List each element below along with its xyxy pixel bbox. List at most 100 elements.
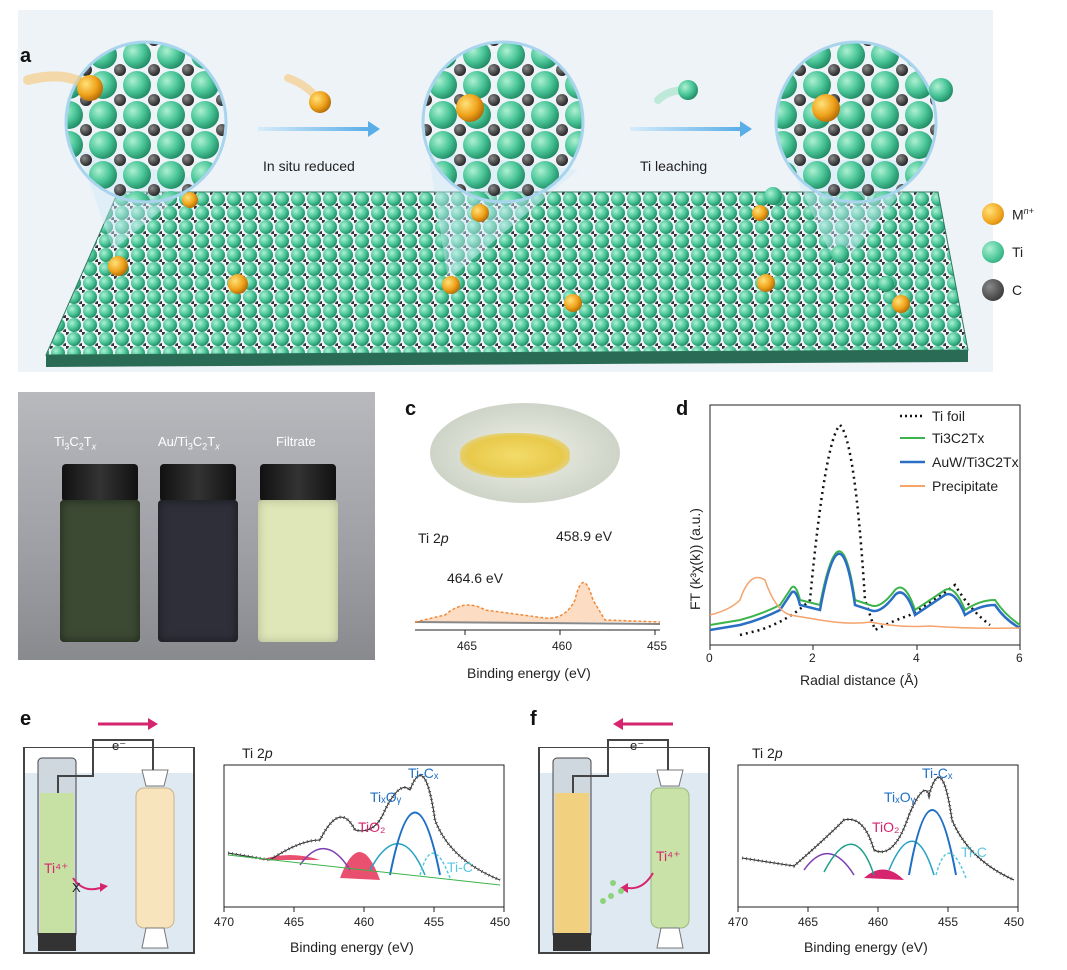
panel-a-illustration bbox=[23, 40, 969, 367]
f-label-ticx: Ti-Cₓ bbox=[922, 765, 953, 781]
panel-f-label: f bbox=[530, 708, 537, 730]
d-xtick-2: 2 bbox=[809, 651, 816, 665]
e-electron-label: e⁻ bbox=[112, 738, 127, 753]
arrow-step1 bbox=[258, 121, 380, 137]
f-wire bbox=[572, 739, 669, 793]
vial-3-cap bbox=[260, 464, 336, 502]
e-peak-ticx bbox=[389, 811, 441, 876]
vial-3-body bbox=[258, 500, 338, 642]
metal-ion-icon bbox=[982, 203, 1004, 225]
legend-sup-metal: n+ bbox=[1023, 205, 1034, 216]
panel-f-schematic bbox=[538, 718, 710, 954]
metal-ion bbox=[77, 75, 103, 101]
e-label-tic: Ti-C bbox=[447, 859, 473, 875]
f-label-tio2: TiO₂ bbox=[872, 819, 899, 835]
f-xtick-470: 470 bbox=[728, 915, 748, 929]
vial-3-label: Filtrate bbox=[276, 434, 316, 449]
zoom-circle-3 bbox=[776, 42, 936, 202]
c-xlabel: Binding energy (eV) bbox=[467, 665, 591, 681]
legend-item-c: C bbox=[982, 276, 1022, 304]
step1-label: In situ reduced bbox=[263, 158, 355, 174]
vial-2-label: Au/Ti3C2Tx bbox=[158, 434, 220, 452]
c-fit-fill bbox=[415, 582, 660, 622]
panel-c-label: c bbox=[405, 398, 417, 420]
d-legend: Ti foil Ti3C2Tx AuW/Ti3C2Tx Precipitate bbox=[900, 408, 1019, 494]
f-chart-title: Ti 2p bbox=[752, 745, 783, 761]
e-label-tixoy: TiₓOᵧ bbox=[370, 789, 402, 805]
e-xtick-460: 460 bbox=[354, 915, 374, 929]
vial-2 bbox=[158, 464, 238, 642]
f-peak-tixoy bbox=[888, 840, 935, 876]
d-xtick-4: 4 bbox=[913, 651, 920, 665]
d-series-ti3c2tx bbox=[709, 550, 1021, 626]
e-xtick-470: 470 bbox=[214, 915, 234, 929]
panel-e-label: e bbox=[20, 708, 32, 730]
ti-atom-icon bbox=[982, 241, 1004, 263]
e-xtick-465: 465 bbox=[284, 915, 304, 929]
vial-1 bbox=[60, 464, 140, 642]
panel-c-title: Ti 2p bbox=[418, 530, 449, 546]
panel-c-plot bbox=[414, 581, 661, 635]
arrow-step2 bbox=[630, 121, 752, 137]
e-data-dots bbox=[227, 774, 501, 882]
precipitate-powder bbox=[460, 433, 570, 478]
d-xtick-0: 0 bbox=[706, 651, 713, 665]
zoom-circle-1 bbox=[66, 42, 226, 202]
e-peak-tic bbox=[419, 852, 451, 879]
e-peak-tixoy bbox=[369, 843, 426, 876]
d-xtick-6: 6 bbox=[1016, 651, 1023, 665]
panel-e-chart: 470 465 460 455 450 Binding energy (eV) … bbox=[214, 764, 510, 955]
f-ion-label: Ti⁴⁺ bbox=[656, 848, 681, 864]
f-xtick-450: 450 bbox=[1004, 915, 1024, 929]
panel-a: In situ reduced Ti leaching bbox=[18, 10, 993, 372]
legend-label-metal: M bbox=[1012, 206, 1024, 223]
legend-label-ti: Ti bbox=[1012, 244, 1024, 260]
c-atom-icon bbox=[982, 279, 1004, 301]
precipitate-photo bbox=[430, 403, 620, 503]
vial-1-body bbox=[60, 500, 140, 642]
d-legend-ti-foil: Ti foil bbox=[932, 408, 965, 424]
vial-3 bbox=[258, 464, 338, 642]
zoom-circle-2 bbox=[423, 42, 583, 202]
f-label-tic: Ti-C bbox=[961, 844, 987, 860]
peak-label-458: 458.9 eV bbox=[556, 528, 613, 544]
e-xlabel: Binding energy (eV) bbox=[290, 939, 414, 955]
legend-item-metal: Mn+ bbox=[982, 200, 1034, 228]
d-legend-precipitate: Precipitate bbox=[932, 478, 998, 494]
c-baseline bbox=[414, 621, 661, 625]
vial-2-body bbox=[158, 500, 238, 642]
panel-a-legend: Mn+ Ti C bbox=[982, 200, 1062, 310]
c-envelope bbox=[414, 581, 661, 623]
e-block-mark: X bbox=[72, 880, 81, 895]
f-electron-label: e⁻ bbox=[630, 738, 645, 753]
f-data-dots bbox=[741, 775, 1015, 882]
d-ylabel: FT (k³χ(k)) (a.u.) bbox=[687, 508, 703, 610]
d-series-precipitate bbox=[709, 576, 1021, 629]
f-peaks bbox=[741, 775, 1015, 882]
e-ion-label: Ti⁴⁺ bbox=[44, 860, 69, 876]
e-wire bbox=[57, 739, 154, 793]
c-xtick-455: 455 bbox=[647, 639, 667, 653]
f-peak-purple bbox=[803, 852, 855, 876]
f-xtick-465: 465 bbox=[798, 915, 818, 929]
f-xlabel: Binding energy (eV) bbox=[804, 939, 928, 955]
panel-b-photo: Ti3C2Tx Au/Ti3C2Tx Filtrate bbox=[18, 392, 375, 660]
panel-d-chart: 0 2 4 6 Radial distance (Å) FT (k³χ(k)) … bbox=[687, 404, 1023, 688]
e-ion-arrow bbox=[72, 877, 101, 891]
legend-label-c: C bbox=[1012, 282, 1023, 298]
f-xtick-455: 455 bbox=[938, 915, 958, 929]
e-label-ticx: Ti-Cₓ bbox=[408, 765, 439, 781]
e-chart-title: Ti 2p bbox=[242, 745, 273, 761]
ti-ion bbox=[678, 80, 698, 100]
vial-2-cap bbox=[160, 464, 236, 502]
step2-label: Ti leaching bbox=[640, 158, 708, 174]
d-series-auw bbox=[709, 552, 1021, 632]
e-arrow-right-icon bbox=[148, 718, 158, 730]
f-label-tixoy: TiₓOᵧ bbox=[884, 789, 916, 805]
f-peak-ticx bbox=[908, 809, 957, 876]
e-peaks bbox=[227, 774, 501, 886]
e-peak-purple bbox=[299, 847, 351, 871]
c-xtick-460: 460 bbox=[552, 639, 572, 653]
f-xtick-460: 460 bbox=[868, 915, 888, 929]
f-ion-arrow bbox=[627, 872, 654, 890]
